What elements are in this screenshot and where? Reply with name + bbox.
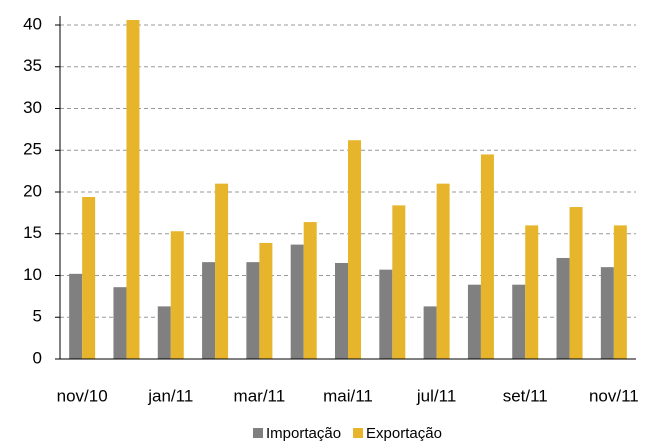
bar (613, 225, 627, 359)
bar (436, 183, 450, 359)
x-tick-label: mai/11 (323, 386, 373, 405)
bar (600, 267, 614, 359)
bar (556, 257, 570, 359)
x-tick-label: jan/11 (147, 386, 193, 405)
bar (246, 262, 260, 359)
bar (113, 287, 127, 359)
x-tick-label: mar/11 (234, 386, 286, 405)
bar (215, 183, 229, 359)
bar (202, 262, 216, 359)
bar (392, 205, 406, 359)
y-tick-label: 35 (23, 56, 42, 75)
bar (82, 197, 96, 359)
y-tick-label: 40 (23, 14, 42, 33)
legend-label: Exportação (366, 425, 442, 442)
bars (69, 19, 627, 360)
bar (335, 262, 348, 359)
bar (379, 269, 393, 359)
bar (126, 19, 140, 360)
legend-swatch (253, 428, 263, 438)
x-tick-label: jul/11 (416, 386, 456, 405)
y-tick-label: 30 (23, 98, 42, 117)
y-tick-label: 15 (23, 223, 42, 242)
legend-label: Importação (266, 425, 341, 442)
y-tick-label: 0 (33, 348, 42, 367)
bar (348, 140, 361, 359)
bar (467, 284, 481, 359)
bar (69, 273, 83, 359)
bar (157, 306, 171, 359)
bar (303, 222, 317, 359)
bar (569, 207, 583, 359)
y-tick-label: 5 (33, 307, 42, 326)
bar (512, 284, 526, 359)
bar (290, 244, 304, 359)
legend-swatch (353, 428, 364, 438)
x-tick-label: nov/11 (589, 386, 639, 405)
bar (480, 154, 494, 359)
x-tick-label: nov/10 (57, 386, 108, 405)
bar (525, 225, 539, 359)
bar (423, 306, 437, 359)
bar (259, 242, 273, 359)
y-tick-label: 10 (23, 265, 42, 284)
y-tick-label: 25 (23, 140, 42, 159)
x-tick-label: set/11 (503, 386, 548, 405)
bar (170, 231, 184, 359)
y-tick-label: 20 (23, 181, 42, 200)
